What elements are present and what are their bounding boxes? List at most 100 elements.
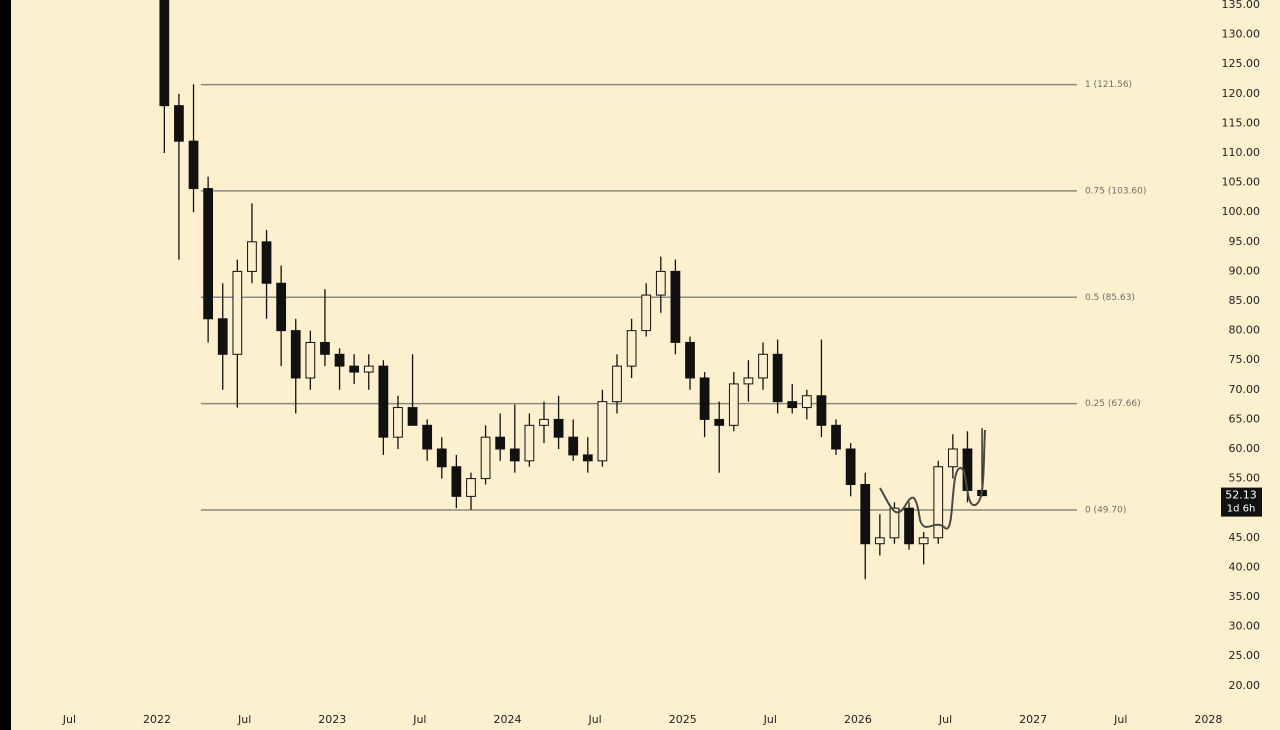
- y-tick-label: 100.00: [1222, 205, 1261, 218]
- fib-label: 0.75 (103.60): [1085, 186, 1146, 196]
- candle-body: [641, 294, 652, 332]
- candle-body: [685, 341, 695, 379]
- x-tick-label: Jul: [587, 713, 601, 726]
- y-tick-label: 135.00: [1222, 0, 1261, 11]
- candles: [159, 0, 987, 580]
- candle-body: [758, 353, 768, 379]
- x-tick-label: 2024: [493, 713, 521, 726]
- candle-body: [699, 377, 710, 420]
- candle-body: [378, 365, 389, 438]
- y-tick-label: 70.00: [1229, 383, 1261, 396]
- y-tick-label: 130.00: [1222, 28, 1261, 41]
- candle-body: [159, 0, 170, 107]
- candle-body: [524, 424, 535, 462]
- candle-body: [247, 241, 257, 272]
- fib-label: 0.5 (85.63): [1085, 293, 1135, 303]
- candle-body: [626, 330, 637, 367]
- candle-body: [553, 418, 564, 438]
- y-tick-label: 60.00: [1229, 442, 1261, 455]
- fib-label: 0.25 (67.66): [1085, 399, 1141, 409]
- y-tick-label: 30.00: [1229, 620, 1261, 633]
- candle-body: [451, 466, 462, 497]
- y-tick-label: 120.00: [1222, 87, 1261, 100]
- candle-body: [422, 424, 433, 450]
- y-tick-label: 65.00: [1229, 412, 1261, 425]
- candle-body: [495, 436, 506, 450]
- y-tick-label: 125.00: [1222, 57, 1261, 70]
- chart-background: [11, 0, 1280, 730]
- candle-body: [480, 436, 491, 480]
- candle-body: [670, 270, 681, 343]
- y-tick-label: 45.00: [1229, 531, 1261, 544]
- x-tick-label: Jul: [938, 713, 952, 726]
- candle-body: [436, 448, 447, 468]
- x-tick-label: 2027: [1019, 713, 1047, 726]
- candle-body: [334, 353, 345, 367]
- candle-body: [612, 365, 622, 403]
- y-tick-label: 55.00: [1229, 472, 1261, 485]
- candle-body: [509, 448, 520, 462]
- candle-body: [772, 353, 783, 403]
- candle-body: [801, 395, 812, 409]
- x-tick-label: Jul: [1113, 713, 1127, 726]
- candle-body: [349, 365, 360, 373]
- candle-body: [305, 341, 316, 379]
- y-tick-label: 25.00: [1229, 649, 1261, 662]
- candle-body: [743, 377, 754, 385]
- candle-body: [568, 436, 579, 456]
- candle-body: [539, 418, 549, 426]
- y-tick-label: 80.00: [1229, 324, 1261, 337]
- candle-body: [290, 330, 301, 379]
- candle-body: [816, 395, 827, 426]
- sketch-curve: [879, 429, 986, 530]
- x-tick-label: 2028: [1194, 713, 1222, 726]
- axes: 20.0025.0030.0035.0040.0045.0050.0055.00…: [62, 0, 1260, 726]
- candle-body: [845, 448, 856, 486]
- x-tick-label: 2026: [844, 713, 872, 726]
- candle-body: [217, 318, 228, 355]
- candle-body: [232, 270, 243, 355]
- fib-levels: 1 (121.56) 0.75 (103.60) 0.5 (85.63) 0.25 (…: [200, 80, 1146, 515]
- candle-body: [918, 537, 929, 545]
- y-tick-label: 110.00: [1222, 146, 1261, 159]
- y-tick-label: 85.00: [1229, 294, 1261, 307]
- candle-body: [728, 383, 739, 426]
- candle-body: [320, 341, 330, 355]
- candle-body: [188, 140, 199, 190]
- y-tick-label: 35.00: [1229, 590, 1261, 603]
- candle-body: [466, 478, 476, 497]
- x-tick-label: 2023: [318, 713, 346, 726]
- x-tick-label: Jul: [62, 713, 76, 726]
- fib-label: 0 (49.70): [1085, 505, 1126, 515]
- y-tick-label: 20.00: [1229, 679, 1261, 692]
- y-tick-label: 90.00: [1229, 264, 1261, 277]
- candle-body: [582, 454, 593, 462]
- x-tick-label: Jul: [412, 713, 426, 726]
- candle-body: [363, 365, 374, 373]
- x-tick-label: 2025: [669, 713, 697, 726]
- candle-body: [655, 270, 666, 296]
- candle-body: [407, 407, 418, 426]
- y-tick-label: 40.00: [1229, 560, 1261, 573]
- y-tick-label: 95.00: [1229, 235, 1261, 248]
- candle-body: [787, 401, 798, 409]
- candle-body: [860, 484, 871, 545]
- candle-body: [393, 407, 403, 438]
- x-tick-label: Jul: [237, 713, 251, 726]
- y-tick-label: 105.00: [1222, 176, 1261, 189]
- last-price: 52.13: [1225, 489, 1257, 502]
- candle-body: [174, 105, 184, 142]
- countdown: 1d 6h: [1227, 504, 1256, 515]
- candle-body: [947, 448, 958, 468]
- candle-body: [714, 418, 725, 426]
- candle-body: [597, 401, 608, 462]
- fib-label: 1 (121.56): [1085, 80, 1132, 90]
- candle-body: [831, 424, 841, 450]
- candle-body: [933, 466, 944, 539]
- candle-body: [962, 448, 973, 491]
- x-tick-label: 2022: [143, 713, 171, 726]
- y-tick-label: 75.00: [1229, 353, 1261, 366]
- candle-body: [904, 507, 914, 545]
- x-tick-label: Jul: [763, 713, 777, 726]
